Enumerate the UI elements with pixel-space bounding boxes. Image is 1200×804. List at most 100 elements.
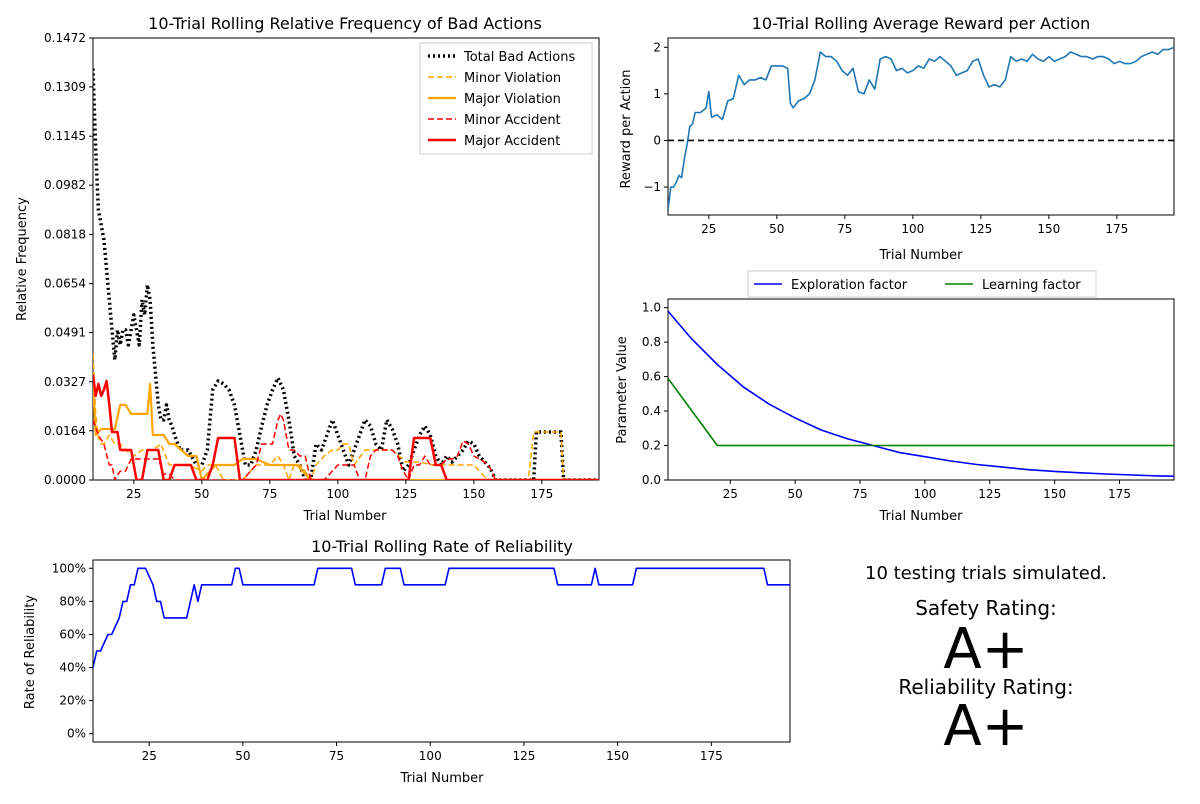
y-tick-label: 60%	[59, 627, 86, 641]
major-accident-series-line	[93, 374, 599, 480]
y-tick-label: 0.0982	[44, 178, 86, 192]
reward-title: 10-Trial Rolling Average Reward per Acti…	[752, 14, 1091, 33]
x-tick-label: 25	[126, 487, 141, 501]
y-tick-label: 80%	[59, 594, 86, 608]
parameters-panel: Exploration factor Learning factor Trial…	[615, 270, 1175, 524]
x-tick-label: 125	[394, 487, 417, 501]
y-tick-label: 0	[653, 133, 661, 147]
legend-label-major-accident: Major Accident	[464, 134, 560, 149]
parameters-plot-area: 25 50 75 100 125 150 175 0.0 0.2 0.4 0.6 0.8 1.0	[642, 298, 1175, 501]
x-tick-label: 150	[462, 487, 485, 501]
safety-rating-label: Safety Rating:	[915, 596, 1057, 620]
x-tick-label: 50	[769, 222, 784, 236]
bad-actions-ylabel: Relative Frequency	[15, 197, 30, 321]
reliability-xlabel: Trial Number	[400, 771, 485, 786]
exploration-factor-series-line	[668, 310, 1174, 477]
y-tick-label: 0.6	[642, 370, 661, 384]
reward-xlabel: Trial Number	[879, 248, 964, 263]
legend-box	[747, 270, 1097, 298]
y-tick-label: 2	[653, 40, 661, 54]
bad-actions-panel: 10-Trial Rolling Relative Frequency of B…	[15, 14, 600, 524]
bad-actions-xlabel: Trial Number	[303, 509, 388, 524]
x-tick-label: 100	[901, 222, 924, 236]
x-tick-label: 100	[419, 749, 442, 763]
y-tick-label: 1.0	[642, 301, 661, 315]
y-tick-label: 0.0000	[44, 473, 86, 487]
y-tick-label: 40%	[59, 661, 86, 675]
y-tick-label: 0.0818	[44, 227, 86, 241]
reliability-ylabel: Rate of Reliability	[23, 595, 38, 709]
y-tick-label: 0.1472	[44, 31, 86, 45]
reward-series-line	[668, 46, 1174, 211]
reliability-panel: 10-Trial Rolling Rate of Reliability Tri…	[23, 537, 791, 786]
x-tick-label: 125	[978, 487, 1001, 501]
x-tick-label: 75	[852, 487, 867, 501]
reliability-rating-label: Reliability Rating:	[898, 675, 1073, 699]
y-tick-label: 100%	[52, 561, 86, 575]
legend-label-learning-factor: Learning factor	[982, 278, 1081, 293]
x-tick-label: 100	[326, 487, 349, 501]
x-tick-label: 150	[1037, 222, 1060, 236]
legend-label-total-bad-actions: Total Bad Actions	[463, 50, 575, 65]
total-bad-actions-series-line	[93, 68, 599, 480]
x-tick-label: 175	[700, 749, 723, 763]
legend-label-exploration-factor: Exploration factor	[791, 278, 908, 293]
legend-label-minor-violation: Minor Violation	[464, 71, 561, 86]
bad-actions-legend: Total Bad Actions Minor Violation Major …	[419, 42, 593, 155]
reliability-rating-grade: A+	[943, 694, 1028, 759]
x-tick-label: 50	[235, 749, 250, 763]
x-tick-label: 25	[701, 222, 716, 236]
minor-accident-series-line	[93, 413, 599, 480]
plot-frame	[92, 559, 791, 743]
x-tick-label: 175	[530, 487, 553, 501]
x-tick-label: 50	[788, 487, 803, 501]
minor-violation-series-line	[93, 353, 599, 480]
reward-plot-area: 25 50 75 100 125 150 175 −1 0 1 2	[643, 37, 1175, 236]
y-tick-label: 20%	[59, 694, 86, 708]
reliability-title: 10-Trial Rolling Rate of Reliability	[311, 537, 573, 556]
ratings-summary: 10 testing trials simulated. Safety Rati…	[865, 563, 1107, 759]
reliability-plot-area: 25 50 75 100 125 150 175 0% 20% 40% 60% 80% 100%	[52, 559, 791, 763]
x-tick-label: 125	[512, 749, 535, 763]
x-tick-label: 75	[329, 749, 344, 763]
x-tick-label: 25	[142, 749, 157, 763]
legend-label-major-violation: Major Violation	[464, 92, 561, 107]
y-tick-label: 1	[653, 87, 661, 101]
safety-rating-grade: A+	[943, 617, 1028, 682]
x-tick-label: 150	[1043, 487, 1066, 501]
x-tick-label: 150	[606, 749, 629, 763]
y-tick-label: 0.8	[642, 335, 661, 349]
bad-actions-title: 10-Trial Rolling Relative Frequency of B…	[148, 14, 542, 33]
y-tick-label: 0.4	[642, 404, 661, 418]
reward-panel: 10-Trial Rolling Average Reward per Acti…	[619, 14, 1175, 263]
parameters-legend: Exploration factor Learning factor	[747, 270, 1097, 298]
y-tick-label: 0%	[67, 727, 86, 741]
y-tick-label: −1	[643, 180, 661, 194]
plot-frame	[667, 37, 1175, 216]
y-tick-label: 0.1309	[44, 80, 86, 94]
y-tick-label: 0.0491	[44, 326, 86, 340]
x-tick-label: 100	[913, 487, 936, 501]
x-tick-label: 75	[262, 487, 277, 501]
reward-ylabel: Reward per Action	[619, 70, 634, 189]
reliability-series-line	[93, 567, 790, 668]
plot-frame	[667, 298, 1175, 481]
legend-label-minor-accident: Minor Accident	[464, 113, 561, 128]
y-tick-label: 0.0	[642, 473, 661, 487]
y-tick-label: 0.0164	[44, 424, 86, 438]
x-tick-label: 175	[1105, 222, 1128, 236]
trials-simulated-text: 10 testing trials simulated.	[865, 563, 1107, 584]
parameters-xlabel: Trial Number	[879, 509, 964, 524]
x-tick-label: 175	[1108, 487, 1131, 501]
x-tick-label: 25	[723, 487, 738, 501]
learning-factor-series-line	[668, 377, 1174, 447]
x-tick-label: 50	[194, 487, 209, 501]
y-tick-label: 0.0327	[44, 375, 86, 389]
parameters-ylabel: Parameter Value	[615, 336, 630, 443]
major-violation-series-line	[93, 382, 599, 480]
x-tick-label: 125	[969, 222, 992, 236]
x-tick-label: 75	[837, 222, 852, 236]
y-tick-label: 0.1145	[44, 129, 86, 143]
